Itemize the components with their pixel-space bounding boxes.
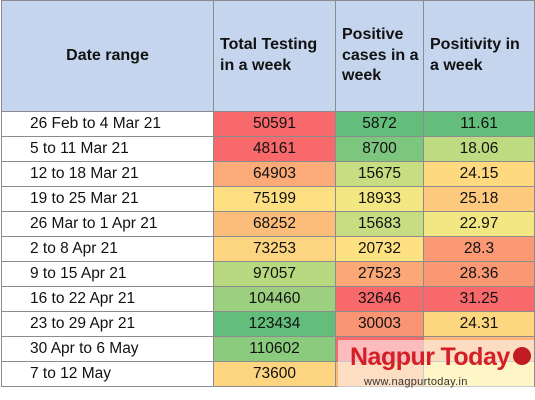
header-positive-cases-line: cases in a (342, 46, 419, 64)
cell-positive-cases: 27523 (335, 261, 424, 287)
header-positivity-line: a week (430, 57, 483, 74)
cell-total-testing: 123434 (213, 311, 336, 337)
header-positive-cases-line: week (342, 67, 382, 85)
cell-date-range: 16 to 22 Apr 21 (1, 286, 214, 312)
watermark-badge-icon (513, 347, 531, 365)
cell-total-testing: 110602 (213, 336, 336, 362)
watermark-url: www.nagpurtoday.in (364, 376, 468, 388)
header-positivity-line: Positivity in (430, 36, 520, 54)
weekly-testing-table: Date range Total Testing in a week Posit… (1, 0, 535, 387)
cell-positive-cases: 15675 (335, 161, 424, 187)
cell-positivity: 22.97 (423, 211, 535, 237)
cell-positivity: 11.61 (423, 111, 535, 137)
cell-positive-cases: 8700 (335, 136, 424, 162)
cell-total-testing: 104460 (213, 286, 336, 312)
watermark-brand: Nagpur Today (350, 343, 510, 372)
cell-positive-cases: 5872 (335, 111, 424, 137)
header-date-range: Date range (1, 0, 214, 112)
header-total-testing-line: Total Testing (220, 36, 318, 54)
table-row: 26 Feb to 4 Mar 21 50591 5872 11.61 (1, 111, 535, 137)
cell-date-range: 12 to 18 Mar 21 (1, 161, 214, 187)
cell-positive-cases: 30003 (335, 311, 424, 337)
cell-positivity: 31.25 (423, 286, 535, 312)
watermark-brand-first: Nagpur (350, 343, 435, 371)
cell-total-testing: 75199 (213, 186, 336, 212)
cell-total-testing: 97057 (213, 261, 336, 287)
header-positivity: Positivity in a week (423, 0, 535, 112)
cell-total-testing: 64903 (213, 161, 336, 187)
table-body: 26 Feb to 4 Mar 21 50591 5872 11.61 5 to 11 … (1, 111, 535, 387)
cell-date-range: 26 Mar to 1 Apr 21 (1, 211, 214, 237)
table-row: 19 to 25 Mar 21 75199 18933 25.18 (1, 186, 535, 212)
cell-positive-cases: 18933 (335, 186, 424, 212)
header-total-testing-line: in a week (220, 57, 292, 74)
cell-total-testing: 68252 (213, 211, 336, 237)
cell-positivity: 28.3 (423, 236, 535, 262)
cell-positive-cases: 32646 (335, 286, 424, 312)
cell-total-testing: 48161 (213, 136, 336, 162)
cell-date-range: 9 to 15 Apr 21 (1, 261, 214, 287)
cell-positivity: 25.18 (423, 186, 535, 212)
cell-positivity: 24.31 (423, 311, 535, 337)
cell-date-range: 19 to 25 Mar 21 (1, 186, 214, 212)
table-row: 5 to 11 Mar 21 48161 8700 18.06 (1, 136, 535, 162)
watermark-backdrop (338, 340, 534, 398)
table-row: 9 to 15 Apr 21 97057 27523 28.36 (1, 261, 535, 287)
cell-date-range: 5 to 11 Mar 21 (1, 136, 214, 162)
table-row: 2 to 8 Apr 21 73253 20732 28.3 (1, 236, 535, 262)
table-row: 16 to 22 Apr 21 104460 32646 31.25 (1, 286, 535, 312)
header-row: Date range Total Testing in a week Posit… (1, 0, 535, 112)
watermark-brand-second: Today (440, 343, 511, 371)
cell-total-testing: 50591 (213, 111, 336, 137)
nagpur-today-watermark: Nagpur Today www.nagpurtoday.in (340, 343, 534, 395)
cell-positive-cases: 20732 (335, 236, 424, 262)
cell-total-testing: 73253 (213, 236, 336, 262)
cell-date-range: 30 Apr to 6 May (1, 336, 214, 362)
cell-positive-cases: 15683 (335, 211, 424, 237)
cell-date-range: 2 to 8 Apr 21 (1, 236, 214, 262)
header-positive-cases: Positive cases in a week (335, 0, 424, 112)
cell-positivity: 24.15 (423, 161, 535, 187)
cell-date-range: 23 to 29 Apr 21 (1, 311, 214, 337)
cell-positivity: 18.06 (423, 136, 535, 162)
header-positive-cases-line: Positive (342, 25, 404, 43)
cell-total-testing: 73600 (213, 361, 336, 387)
header-total-testing: Total Testing in a week (213, 0, 336, 112)
cell-date-range: 7 to 12 May (1, 361, 214, 387)
cell-positivity: 28.36 (423, 261, 535, 287)
table-row: 12 to 18 Mar 21 64903 15675 24.15 (1, 161, 535, 187)
table-row: 26 Mar to 1 Apr 21 68252 15683 22.97 (1, 211, 535, 237)
table-row: 23 to 29 Apr 21 123434 30003 24.31 (1, 311, 535, 337)
cell-date-range: 26 Feb to 4 Mar 21 (1, 111, 214, 137)
